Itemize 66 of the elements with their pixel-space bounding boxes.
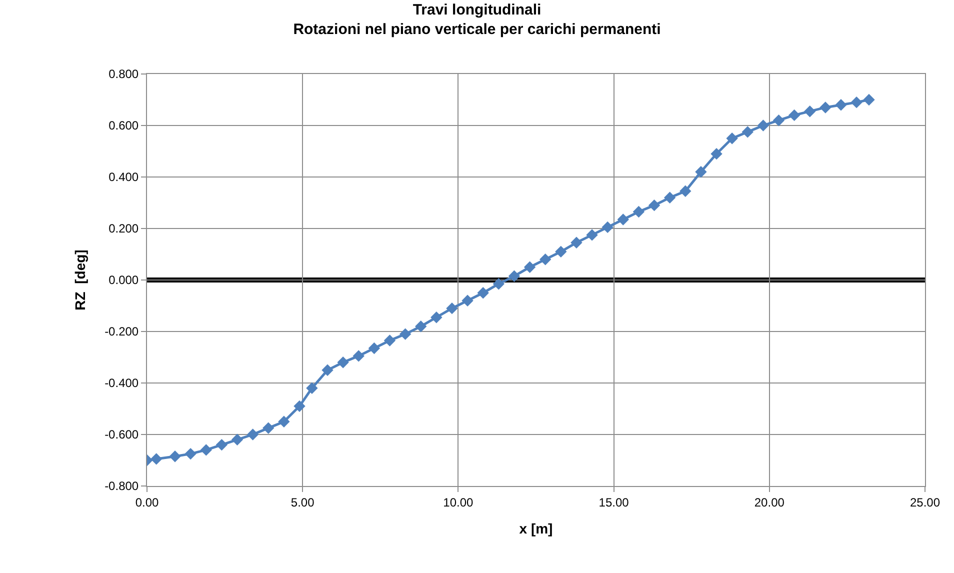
point: [632, 206, 645, 218]
point: [492, 278, 505, 290]
x-axis-title: x [m]: [519, 520, 553, 537]
point: [446, 302, 458, 314]
point: [352, 350, 364, 362]
point: [850, 96, 862, 108]
point: [602, 221, 614, 234]
point: [757, 120, 770, 132]
point: [835, 99, 847, 111]
point: [322, 364, 334, 376]
y-tick-label: -0.600: [104, 428, 139, 442]
point: [184, 448, 196, 460]
point: [772, 114, 785, 126]
point: [555, 246, 567, 258]
x-tick-label: 20.00: [754, 495, 785, 510]
point: [804, 105, 816, 118]
point: [169, 450, 181, 462]
point: [664, 192, 676, 204]
y-tick-label: 0.800: [108, 67, 139, 82]
point: [788, 109, 800, 122]
point: [539, 254, 552, 266]
point: [278, 416, 290, 428]
x-tick-label: 10.00: [443, 495, 474, 510]
point: [710, 148, 722, 160]
chart-subtitle: Rotazioni nel piano verticale per carichi permanenti: [293, 20, 661, 38]
x-tick-label: 25.00: [910, 495, 940, 510]
y-tick-label: 0.600: [108, 118, 139, 133]
y-tick-label: -0.200: [104, 324, 139, 339]
x-tick-label: 5.00: [290, 495, 315, 510]
point: [477, 287, 489, 299]
y-tick-label: -0.400: [104, 376, 139, 390]
point: [695, 166, 707, 178]
point: [368, 342, 380, 354]
y-tick-label: 0.200: [108, 222, 139, 236]
point: [150, 453, 162, 465]
point: [399, 328, 412, 340]
point: [524, 261, 536, 273]
point: [680, 185, 692, 198]
x-tick-label: 0.00: [135, 495, 159, 510]
point: [586, 229, 598, 241]
point: [726, 132, 738, 144]
point: [648, 199, 660, 212]
point: [820, 102, 832, 114]
point: [216, 438, 228, 451]
point: [294, 400, 306, 412]
chart-title: Travi longitudinali: [412, 1, 542, 18]
point: [384, 334, 396, 346]
point: [863, 94, 875, 106]
point: [200, 444, 212, 456]
y-tick-label: 0.400: [108, 170, 139, 184]
x-tick-label: 15.00: [598, 495, 630, 510]
point: [337, 356, 349, 368]
point: [246, 428, 259, 440]
y-axis-title: RZ [deg]: [72, 250, 88, 310]
point: [462, 294, 474, 306]
y-tick-label: -0.800: [104, 479, 139, 494]
point: [262, 422, 274, 434]
point: [430, 311, 442, 324]
point: [231, 434, 244, 446]
point: [742, 126, 754, 138]
point: [415, 320, 427, 332]
y-tick-label: 0.000: [108, 273, 139, 288]
point: [306, 382, 318, 394]
point: [570, 236, 582, 249]
point: [508, 270, 520, 282]
point: [617, 214, 629, 226]
